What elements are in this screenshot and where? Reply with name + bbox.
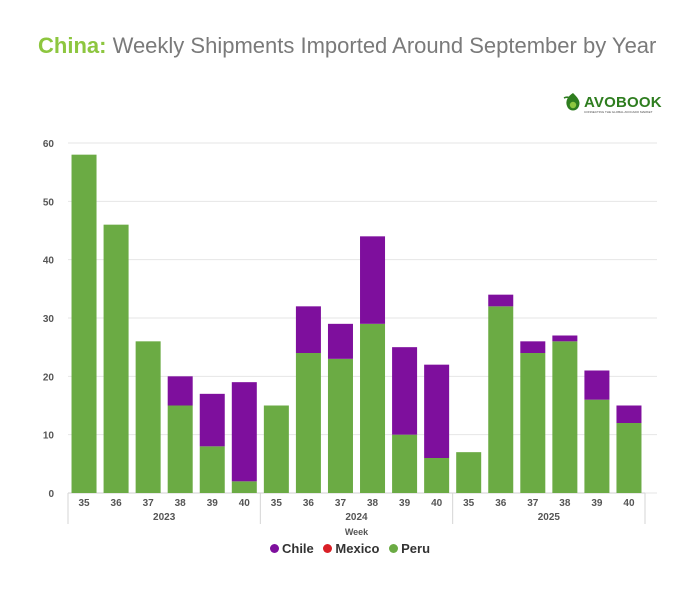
y-tick-label: 30 bbox=[43, 314, 55, 325]
y-tick-label: 0 bbox=[48, 489, 54, 500]
bar-chile bbox=[199, 393, 225, 447]
x-tick-label: 38 bbox=[559, 498, 571, 509]
bar-peru bbox=[616, 423, 642, 493]
x-tick-label: 36 bbox=[495, 498, 507, 509]
x-tick-label: 40 bbox=[239, 498, 251, 509]
bar-chile bbox=[424, 364, 450, 458]
bar-chile bbox=[360, 236, 386, 324]
logo-tagline: CONNECTING THE GLOBAL AVOCADO MARKET bbox=[584, 110, 653, 114]
bar-chile bbox=[167, 376, 193, 406]
bar-peru bbox=[167, 405, 193, 493]
bar-chile bbox=[295, 306, 321, 353]
x-tick-label: 35 bbox=[463, 498, 475, 509]
bar-peru bbox=[520, 353, 546, 493]
x-tick-label: 37 bbox=[143, 498, 155, 509]
y-tick-label: 50 bbox=[43, 197, 55, 208]
bar-peru bbox=[295, 353, 321, 493]
legend-label-chile: Chile bbox=[281, 541, 314, 556]
legend-swatch-peru bbox=[389, 544, 399, 553]
y-tick-label: 40 bbox=[43, 256, 55, 267]
x-tick-label: 36 bbox=[111, 498, 123, 509]
bar-chile bbox=[392, 347, 418, 435]
bar-chile bbox=[616, 405, 642, 423]
bar-chile bbox=[584, 370, 610, 400]
legend-item-chile[interactable]: Chile bbox=[269, 541, 314, 556]
legend-item-peru[interactable]: Peru bbox=[389, 541, 430, 556]
bar-peru bbox=[392, 434, 418, 493]
avocado-logo-icon bbox=[563, 93, 580, 111]
chart-title: China: Weekly Shipments Imported Around … bbox=[38, 33, 656, 59]
x-tick-label: 36 bbox=[303, 498, 315, 509]
bar-peru bbox=[424, 458, 450, 493]
chart-title-text: Weekly Shipments Imported Around Septemb… bbox=[112, 33, 657, 58]
x-axis-title: Week bbox=[345, 527, 369, 537]
bar-peru bbox=[199, 446, 225, 493]
x-group-label: 2023 bbox=[153, 512, 176, 523]
legend-item-mexico[interactable]: Mexico bbox=[323, 541, 379, 556]
bar-peru bbox=[327, 358, 353, 493]
bar-chile bbox=[327, 323, 353, 359]
bar-chile bbox=[552, 335, 578, 342]
bar-peru bbox=[135, 341, 161, 493]
bar-peru bbox=[456, 452, 482, 493]
y-tick-label: 10 bbox=[43, 431, 55, 442]
y-tick-label: 60 bbox=[43, 139, 55, 150]
avobook-logo: AVOBOOK CONNECTING THE GLOBAL AVOCADO MA… bbox=[562, 92, 662, 116]
bar-chile bbox=[488, 294, 514, 307]
x-tick-label: 39 bbox=[591, 498, 603, 509]
bar-chile bbox=[520, 341, 546, 353]
x-tick-label: 38 bbox=[367, 498, 379, 509]
chart-title-highlight: China: bbox=[38, 33, 107, 58]
chart-legend: Chile Mexico Peru bbox=[0, 541, 700, 556]
x-tick-label: 40 bbox=[623, 498, 635, 509]
logo-brand-text: AVOBOOK bbox=[584, 94, 662, 111]
bar-peru bbox=[584, 399, 610, 493]
bar-peru bbox=[360, 323, 386, 493]
bar-peru bbox=[552, 341, 578, 493]
x-group-label: 2024 bbox=[345, 512, 368, 523]
x-group-label: 2025 bbox=[538, 512, 561, 523]
bar-peru bbox=[263, 405, 289, 493]
x-tick-label: 35 bbox=[78, 498, 90, 509]
legend-swatch-mexico bbox=[323, 544, 333, 553]
x-tick-label: 37 bbox=[335, 498, 347, 509]
x-tick-label: 38 bbox=[175, 498, 187, 509]
x-tick-label: 40 bbox=[431, 498, 443, 509]
legend-label-mexico: Mexico bbox=[335, 541, 380, 556]
bar-peru bbox=[488, 306, 514, 493]
x-tick-label: 37 bbox=[527, 498, 539, 509]
bar-peru bbox=[71, 154, 97, 493]
y-tick-label: 20 bbox=[43, 372, 55, 383]
x-tick-label: 35 bbox=[271, 498, 283, 509]
legend-swatch-chile bbox=[269, 544, 279, 553]
x-tick-label: 39 bbox=[399, 498, 411, 509]
bar-chile bbox=[231, 382, 257, 482]
x-tick-label: 39 bbox=[207, 498, 219, 509]
bar-peru bbox=[231, 481, 257, 493]
legend-label-peru: Peru bbox=[401, 541, 431, 556]
bar-peru bbox=[103, 224, 129, 493]
